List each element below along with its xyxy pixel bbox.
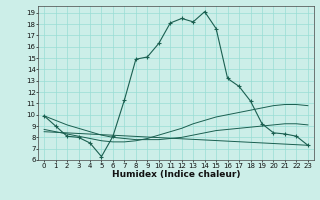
X-axis label: Humidex (Indice chaleur): Humidex (Indice chaleur) [112, 170, 240, 179]
